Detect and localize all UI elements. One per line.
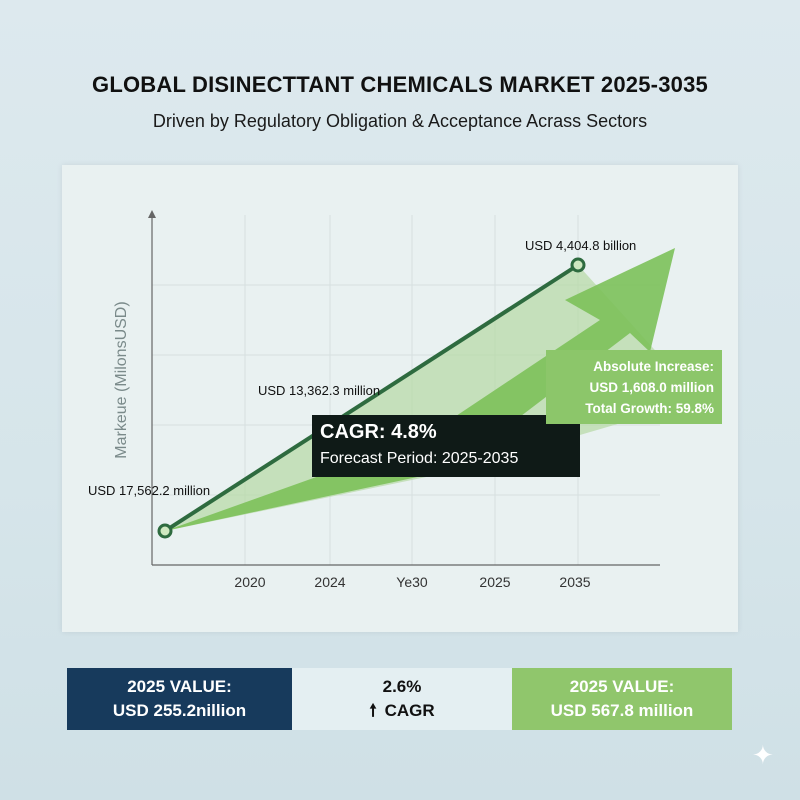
card-middle-label: CAGR (384, 701, 435, 720)
data-point-start (157, 523, 173, 539)
data-point-end (570, 257, 586, 273)
x-tick-label: 2020 (234, 574, 266, 590)
total-growth: Total Growth: 59.8% (585, 401, 714, 416)
increase-callout: Absolute Increase: USD 1,608.0 million T… (546, 350, 722, 424)
card-right-amount: USD 567.8 million (550, 701, 694, 720)
card-left-amount: USD 255.2nillion (112, 701, 247, 720)
y-axis-label: Markeue (MilonsUSD) (113, 301, 130, 459)
forecast-period: Forecast Period: 2025-2035 (320, 450, 519, 467)
x-tick-label: 2024 (314, 574, 346, 590)
page-title: GLOBAL DISINECTTANT CHEMICALS MARKET 202… (92, 72, 708, 97)
increase-title: Absolute Increase: (593, 359, 714, 374)
card-right-label: 2025 VALUE: (569, 677, 675, 696)
growth-area (165, 265, 700, 531)
card-middle-percent: 2.6% (382, 677, 422, 696)
sparkle-icon: ✦ (752, 740, 774, 770)
card-middle-cagr: 2.6% 🠕 CAGR (292, 668, 512, 730)
x-tick-label: 2035 (559, 574, 591, 590)
y-axis-arrowhead (148, 210, 156, 218)
page-subtitle: Driven by Regulatory Obligation & Accept… (152, 111, 648, 131)
increase-value: USD 1,608.0 million (589, 380, 714, 395)
cagr-callout: CAGR: 4.8% Forecast Period: 2025-2035 (312, 415, 580, 477)
arrow-up-icon: 🠕 (369, 701, 377, 720)
card-left-value: 2025 VALUE: USD 255.2nillion (67, 668, 292, 730)
annotation-mid: USD 13,362.3 million (258, 383, 381, 398)
series-line (163, 263, 580, 533)
annotation-end: USD 4,404.8 billion (525, 238, 637, 253)
card-left-label: 2025 VALUE: (127, 677, 232, 696)
card-right-value: 2025 VALUE: USD 567.8 million (512, 668, 732, 730)
cagr-value: CAGR: 4.8% (320, 421, 437, 443)
x-tick-label: Ye30 (396, 574, 428, 590)
x-tick-label: 2025 (479, 574, 511, 590)
annotation-start: USD 17,562.2 million (88, 483, 211, 498)
